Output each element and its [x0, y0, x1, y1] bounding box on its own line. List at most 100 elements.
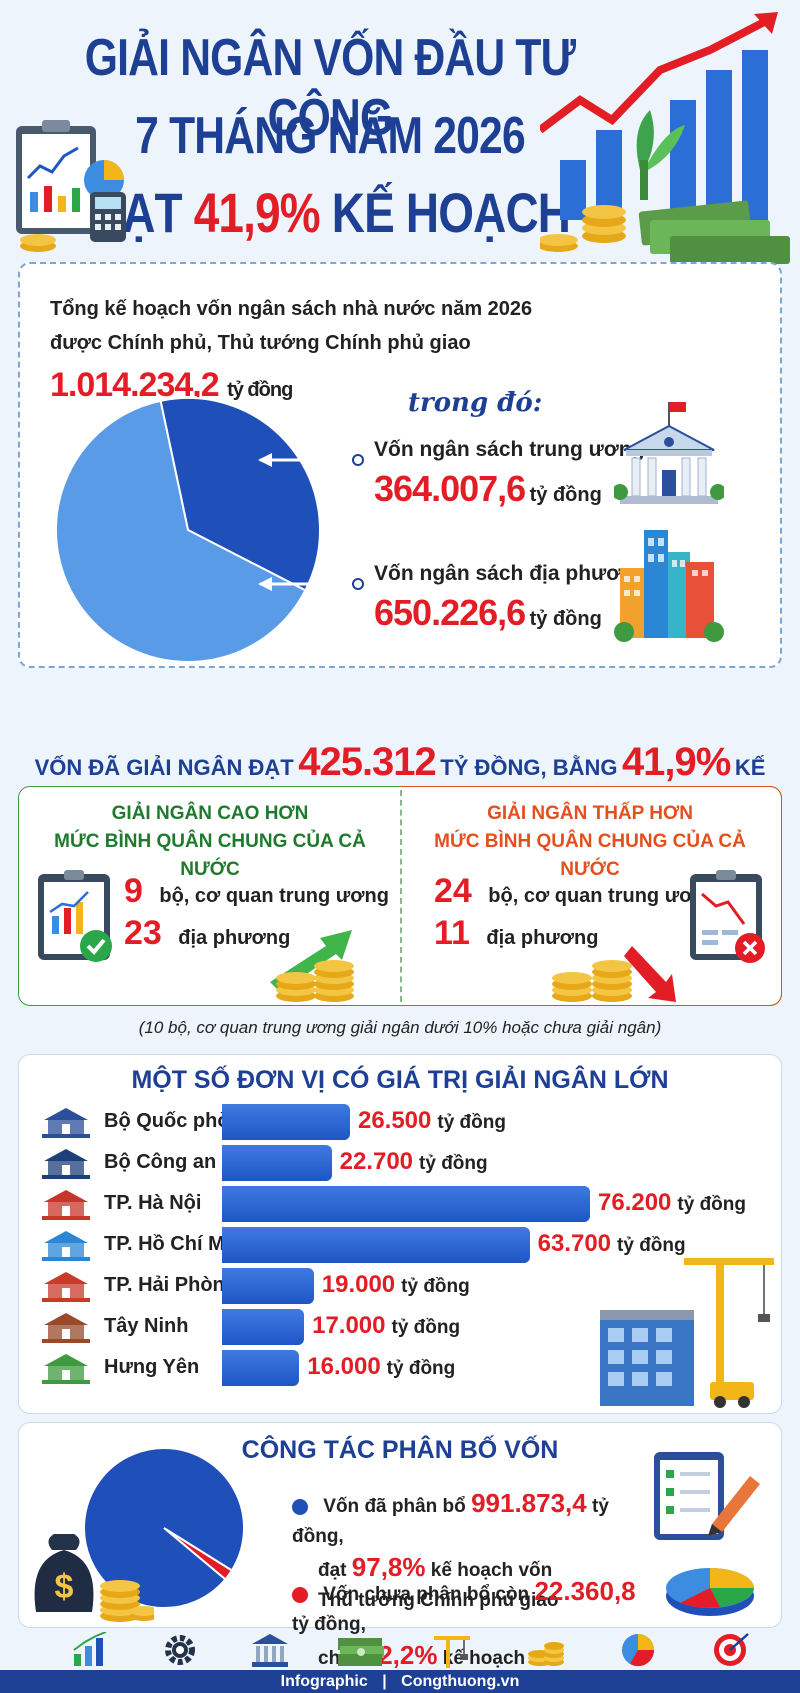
plan-intro-line-2: được Chính phủ, Thủ tướng Chính phủ giao [50, 332, 471, 354]
bar-value-unit: tỷ đồng [437, 1112, 506, 1133]
bar-value-unit: tỷ đồng [419, 1153, 488, 1174]
bar-row: TP. Hồ Chí Minh 63.700 tỷ đồng [40, 1227, 780, 1263]
lower-panel-border [400, 786, 782, 1006]
money-bag-icon: $ [34, 1534, 154, 1622]
higher-number-1: 9 [124, 872, 143, 910]
coins-up-arrow-icon [270, 930, 354, 1002]
allocated-unit: tỷ đồng, [292, 1496, 609, 1547]
bar-category-label: Bộ Công an [104, 1151, 217, 1173]
bottom-icon-strip [0, 1630, 800, 1670]
footer-bar: Infographic | Congthuong.vn [0, 1670, 800, 1693]
bar-value-number: 76.200 [598, 1189, 672, 1216]
allocation-pie-chart [84, 1447, 246, 1609]
bar-category-label: TP. Hồ Chí Minh [104, 1233, 255, 1255]
pie-slice-local [55, 399, 307, 663]
pie-slice-central [159, 397, 321, 592]
footer-separator: | [382, 1673, 387, 1690]
bar-chart-icon [73, 1632, 107, 1666]
local-value: 650.226,6 [374, 592, 526, 633]
bar-category-label: Bộ Quốc phòng [104, 1110, 254, 1132]
growth-chart-icon [540, 12, 790, 264]
footnote: (10 bộ, cơ quan trung ương giải ngân dướ… [138, 1018, 662, 1037]
unallocated-unit: tỷ đồng, [292, 1614, 366, 1635]
bar-row: Bộ Công an 22.700 tỷ đồng [40, 1145, 780, 1181]
bar-value-label: 63.700 tỷ đồng [538, 1230, 686, 1258]
allocated-line2-prefix: đạt [318, 1560, 347, 1581]
bar-value-unit: tỷ đồng [386, 1358, 456, 1379]
bar [222, 1268, 314, 1304]
central-value: 364.007,6 [374, 468, 526, 509]
higher-stat-1: 9 bộ, cơ quan trung ương [124, 872, 389, 911]
bar-value-label: 76.200 tỷ đồng [598, 1189, 746, 1217]
coins-down-arrow-icon [552, 946, 676, 1002]
bar [222, 1309, 305, 1345]
bar-value-number: 22.700 [339, 1148, 414, 1175]
cash-stack-icon [338, 1638, 384, 1666]
allocated-value: 991.873,4 [471, 1488, 587, 1518]
clipboard-chart-icon [16, 120, 124, 252]
ministry-defense-icon [42, 1108, 90, 1138]
pie-slice-allocated [84, 1447, 246, 1609]
central-amount: 364.007,6 tỷ đồng [374, 468, 602, 510]
allocated-text: Vốn đã phân bổ 991.873,4 tỷ đồng, đạt 97… [292, 1488, 632, 1616]
higher-text-2: địa phương [178, 927, 291, 949]
calculator-icon [90, 192, 126, 242]
central-unit: tỷ đồng [529, 484, 602, 506]
allocated-percent: 97,8% [351, 1552, 426, 1582]
lower-title-line-2: MỨC BÌNH QUÂN CHUNG CỦA CẢ NƯỚC [434, 831, 746, 880]
bar [222, 1186, 590, 1222]
government-building-icon [614, 402, 724, 504]
lower-title: GIẢI NGÂN THẤP HƠN MỨC BÌNH QUÂN CHUNG C… [410, 800, 770, 884]
title-line-3: ĐẠT 41,9% KẾ HOẠCH [59, 180, 600, 245]
bar-value-label: 17.000 tỷ đồng [312, 1312, 460, 1340]
checklist-pen-icon [654, 1452, 760, 1540]
bar-value-number: 16.000 [307, 1353, 381, 1380]
gear-icon [165, 1635, 195, 1665]
bar [222, 1104, 350, 1140]
lower-number-2: 11 [434, 914, 470, 952]
summary-amount: 425.312 [298, 740, 437, 784]
local-amount: 650.226,6 tỷ đồng [374, 592, 602, 634]
unallocated-dot [292, 1586, 308, 1603]
allocated-line-2: đạt 97,8% kế hoạch vốn [292, 1552, 632, 1586]
title-highlight: 41,9% [193, 181, 321, 244]
bar-category-label: TP. Hải Phòng [104, 1274, 237, 1296]
lower-text-1: bộ, cơ quan trung ương [488, 885, 718, 907]
target-icon [714, 1633, 749, 1666]
lower-number-1: 24 [434, 872, 472, 910]
allocated-prefix: Vốn đã phân bổ [323, 1496, 466, 1517]
higher-number-2: 23 [124, 914, 162, 952]
central-label: Vốn ngân sách trung ương [374, 438, 645, 461]
plan-total: 1.014.234,2 tỷ đồng [50, 366, 293, 405]
footer-site-link[interactable]: Congthuong.vn [401, 1673, 520, 1690]
bar [222, 1350, 300, 1386]
hungyen-mountain-icon [42, 1354, 90, 1384]
title-line-1: GIẢI NGÂN VỐN ĐẦU TƯ CÔNG [84, 29, 576, 147]
bar-category-label: TP. Hà Nội [104, 1192, 202, 1214]
pie-chart-icon [622, 1634, 655, 1667]
city-buildings-icon [614, 530, 724, 642]
bar-value-label: 19.000 tỷ đồng [322, 1271, 470, 1299]
bar-value-unit: tỷ đồng [617, 1235, 686, 1256]
trong-do-label: trong đó: [408, 388, 543, 418]
bar-category-label: Hưng Yên [104, 1356, 200, 1378]
unallocated-value: 22.360,8 [534, 1576, 636, 1606]
bar-value-unit: tỷ đồng [391, 1317, 461, 1338]
bar-value-label: 22.700 tỷ đồng [340, 1148, 488, 1176]
plan-intro-line-1: Tổng kế hoạch vốn ngân sách nhà nước năm… [50, 298, 533, 320]
lower-text-2: địa phương [486, 927, 599, 949]
coin-stack-icon [528, 1642, 564, 1666]
higher-title-line-1: GIẢI NGÂN CAO HƠN [111, 803, 309, 824]
svg-text:$: $ [55, 1568, 74, 1606]
bar-value-unit: tỷ đồng [677, 1194, 747, 1215]
bar-row: Tây Ninh 17.000 tỷ đồng [40, 1309, 780, 1345]
clipboard-decline-icon [690, 870, 765, 963]
lower-stat-1: 24 bộ, cơ quan trung ương [434, 872, 718, 911]
local-label: Vốn ngân sách địa phương [374, 562, 647, 585]
haiphong-bridge-icon [42, 1272, 90, 1302]
unallocated-text: Vốn chưa phân bổ còn 22.360,8 tỷ đồng, c… [292, 1576, 652, 1674]
crane-icon [434, 1636, 470, 1668]
bar [222, 1227, 530, 1263]
summary-middle: TỶ ĐỒNG, BẰNG [440, 755, 618, 780]
pie-3d-icon [666, 1568, 754, 1616]
